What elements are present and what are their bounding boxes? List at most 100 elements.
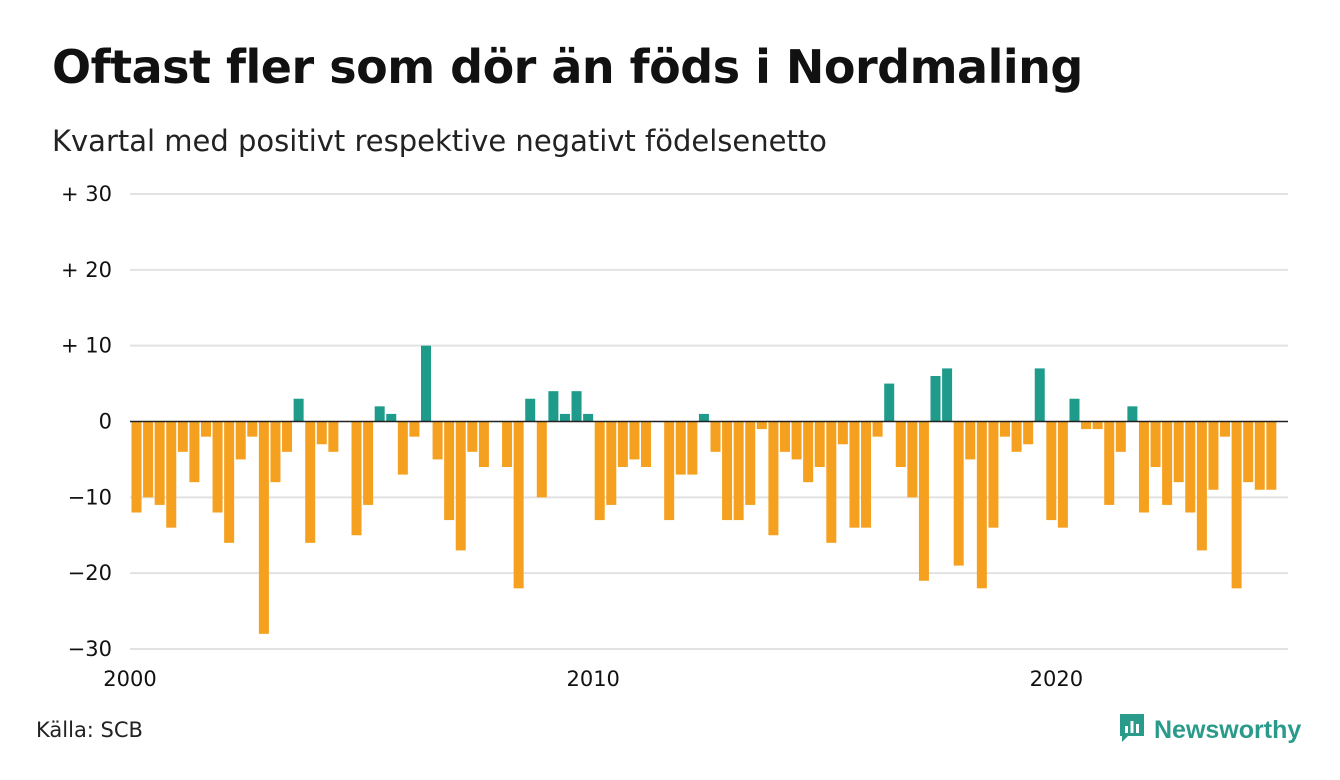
y-tick-label: −10 <box>68 485 112 509</box>
bar <box>942 368 953 422</box>
chart-subtitle: Kvartal med positivt respektive negativt… <box>52 124 827 158</box>
bar <box>1023 421 1034 445</box>
x-axis-ticks: 2000 2010 2020 <box>103 667 1083 691</box>
bar <box>351 421 362 536</box>
bar <box>525 398 536 422</box>
bar <box>976 421 987 589</box>
bar <box>1196 421 1207 551</box>
brand-logo[interactable]: Newsworthy <box>1118 712 1301 748</box>
bar <box>200 421 211 437</box>
bar <box>1254 421 1265 490</box>
bar <box>710 421 721 452</box>
bar <box>675 421 686 475</box>
bar <box>1150 421 1161 467</box>
bar <box>478 421 489 467</box>
bar <box>779 421 790 452</box>
bar <box>189 421 200 483</box>
chart-title: Oftast fler som dör än föds i Nordmaling <box>52 40 1083 94</box>
bar <box>907 421 918 498</box>
bar <box>212 421 223 513</box>
bar <box>965 421 976 460</box>
bar <box>386 413 397 422</box>
bar <box>617 421 628 467</box>
bar <box>247 421 258 437</box>
bar <box>432 421 443 460</box>
bar <box>1104 421 1115 505</box>
bar <box>536 421 547 498</box>
bar <box>1185 421 1196 513</box>
bar <box>1081 421 1092 430</box>
bar <box>1011 421 1022 452</box>
bar <box>768 421 779 536</box>
bar <box>629 421 640 460</box>
bar <box>895 421 906 467</box>
y-axis-ticks: + 30 + 20 + 10 0 −10 −20 −30 <box>61 182 112 661</box>
bar <box>270 421 281 483</box>
bar <box>444 421 455 521</box>
bar <box>583 413 594 422</box>
bar <box>293 398 304 422</box>
bar <box>258 421 269 634</box>
bar <box>837 421 848 445</box>
bar <box>745 421 756 505</box>
x-tick-label: 2000 <box>103 667 156 691</box>
bar <box>988 421 999 528</box>
bar <box>1115 421 1126 452</box>
bars <box>131 345 1277 634</box>
bar <box>1231 421 1242 589</box>
bar <box>363 421 374 505</box>
bar <box>421 345 431 422</box>
bar <box>756 421 767 430</box>
bar <box>1162 421 1173 505</box>
bar <box>1000 421 1010 437</box>
y-tick-label: + 20 <box>61 258 112 282</box>
bar <box>1057 421 1068 528</box>
bar <box>316 421 327 445</box>
bar-chart-logo-icon <box>1118 712 1146 748</box>
bar <box>872 421 883 437</box>
bar <box>374 406 385 422</box>
bar <box>328 421 339 452</box>
bar <box>664 421 675 521</box>
bar <box>1173 421 1184 483</box>
bar <box>884 383 895 422</box>
bar <box>571 391 582 422</box>
bar <box>918 421 929 581</box>
bar <box>235 421 246 460</box>
bar <box>282 421 293 452</box>
bar <box>1266 421 1277 490</box>
bar <box>143 421 154 498</box>
bar <box>698 413 709 422</box>
bar <box>594 421 605 521</box>
bar <box>548 391 559 422</box>
brand-name: Newsworthy <box>1154 715 1302 744</box>
bar <box>722 421 733 521</box>
bar <box>803 421 814 483</box>
bar-chart: + 30 + 20 + 10 0 −10 −20 −30 2000 2010 2020 <box>61 182 1288 691</box>
bar <box>1046 421 1057 521</box>
bar <box>1034 368 1045 422</box>
bar <box>641 421 652 467</box>
bar <box>606 421 617 505</box>
bar <box>502 421 513 467</box>
bar <box>930 376 941 422</box>
bar <box>559 413 570 422</box>
source-note: Källa: SCB <box>36 718 143 742</box>
bar <box>953 421 964 566</box>
bar <box>733 421 744 521</box>
bar <box>1220 421 1231 437</box>
bar <box>826 421 837 543</box>
bar <box>305 421 316 543</box>
y-tick-label: −30 <box>68 637 112 661</box>
bar <box>467 421 478 452</box>
bar <box>177 421 188 452</box>
bar <box>1138 421 1149 513</box>
bar <box>791 421 802 460</box>
bar <box>131 421 142 513</box>
x-tick-label: 2020 <box>1030 667 1083 691</box>
bar <box>687 421 698 475</box>
bar <box>397 421 408 475</box>
y-tick-label: −20 <box>68 561 112 585</box>
bar <box>1243 421 1254 483</box>
grid-lines <box>130 193 1288 650</box>
